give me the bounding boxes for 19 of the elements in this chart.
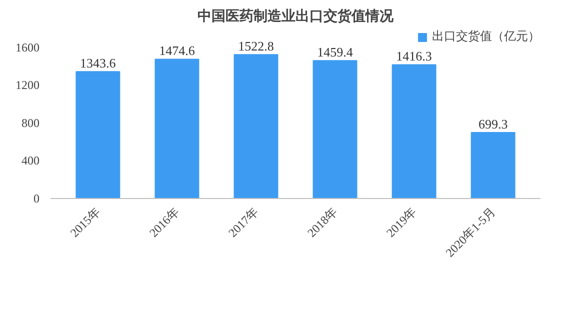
data-label: 699.3 xyxy=(478,116,508,132)
bar xyxy=(312,60,358,198)
bar xyxy=(392,64,436,198)
data-label: 1474.6 xyxy=(159,43,196,58)
data-label: 1416.3 xyxy=(396,48,432,64)
y-tick-label: 1200 xyxy=(16,78,40,92)
y-tick-label: 0 xyxy=(34,192,40,206)
bar xyxy=(470,132,516,198)
y-tick-label: 1600 xyxy=(16,40,40,54)
data-label: 1459.4 xyxy=(317,44,354,60)
bar xyxy=(76,71,120,198)
data-label: 1343.6 xyxy=(80,56,116,71)
legend-label: 出口交货值（亿元） xyxy=(432,28,540,45)
bar xyxy=(234,54,278,198)
y-tick-label: 800 xyxy=(22,116,40,130)
chart-title: 中国医药制造业出口交货值情况 xyxy=(198,8,394,24)
bar xyxy=(154,58,200,198)
y-tick-label: 400 xyxy=(22,154,40,168)
data-label: 1522.8 xyxy=(238,38,274,54)
